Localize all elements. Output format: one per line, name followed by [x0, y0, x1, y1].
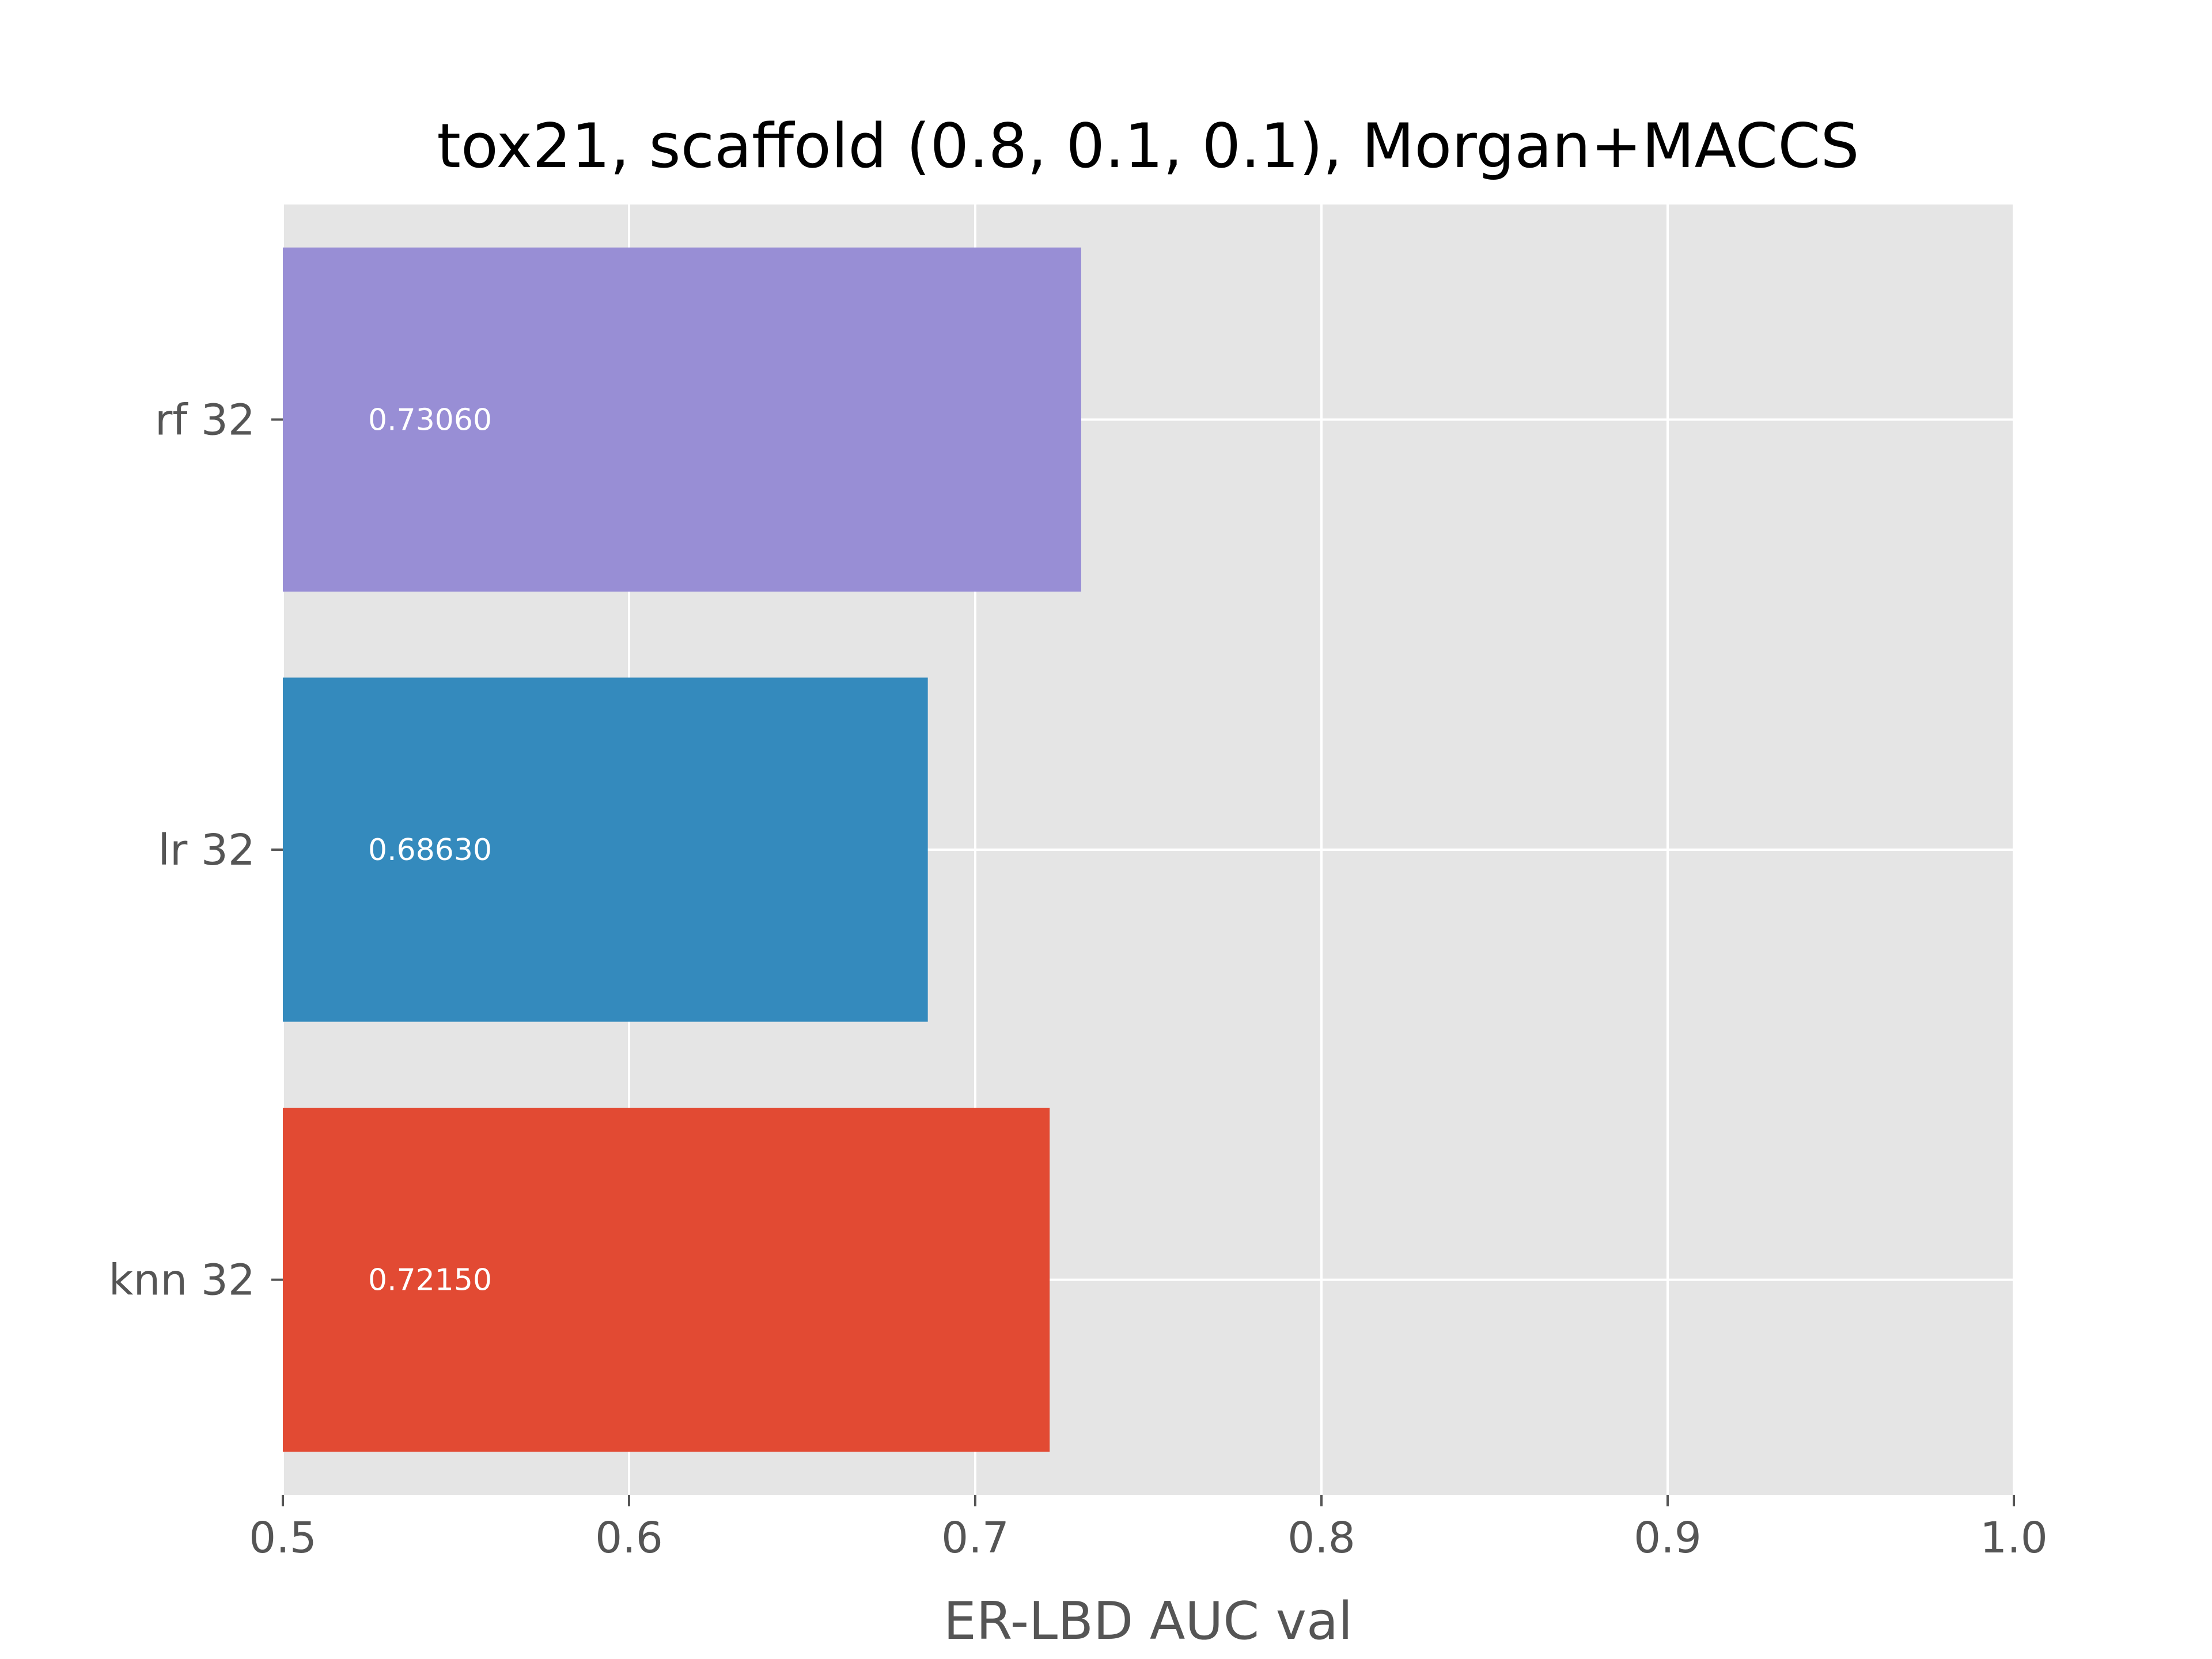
bars: 0.72150 0.68630 0.73060	[283, 247, 1081, 1452]
x-tick-label: 0.6	[595, 1513, 663, 1563]
bar	[283, 247, 1081, 592]
x-tick-label: 0.9	[1634, 1513, 1702, 1563]
ticks: 0.5 0.6 0.7 0.8 0.9 1.0 knn 32 lr 32 rf 32	[109, 395, 2048, 1563]
y-tick-label: rf 32	[155, 395, 255, 445]
data-label: 0.73060	[368, 403, 492, 437]
bar	[283, 1108, 1050, 1452]
y-tick-label: lr 32	[158, 825, 255, 875]
x-tick-label: 1.0	[1980, 1513, 2048, 1563]
x-tick-label: 0.8	[1287, 1513, 1355, 1563]
x-tick-label: 0.5	[249, 1513, 317, 1563]
bar	[283, 677, 928, 1022]
x-axis-label: ER-LBD AUC val	[944, 1591, 1353, 1652]
y-tick-label: knn 32	[109, 1256, 255, 1305]
data-label: 0.68630	[368, 833, 492, 868]
data-label: 0.72150	[368, 1263, 492, 1298]
x-tick-label: 0.7	[941, 1513, 1009, 1563]
chart-title: tox21, scaffold (0.8, 0.1, 0.1), Morgan+…	[437, 111, 1859, 181]
